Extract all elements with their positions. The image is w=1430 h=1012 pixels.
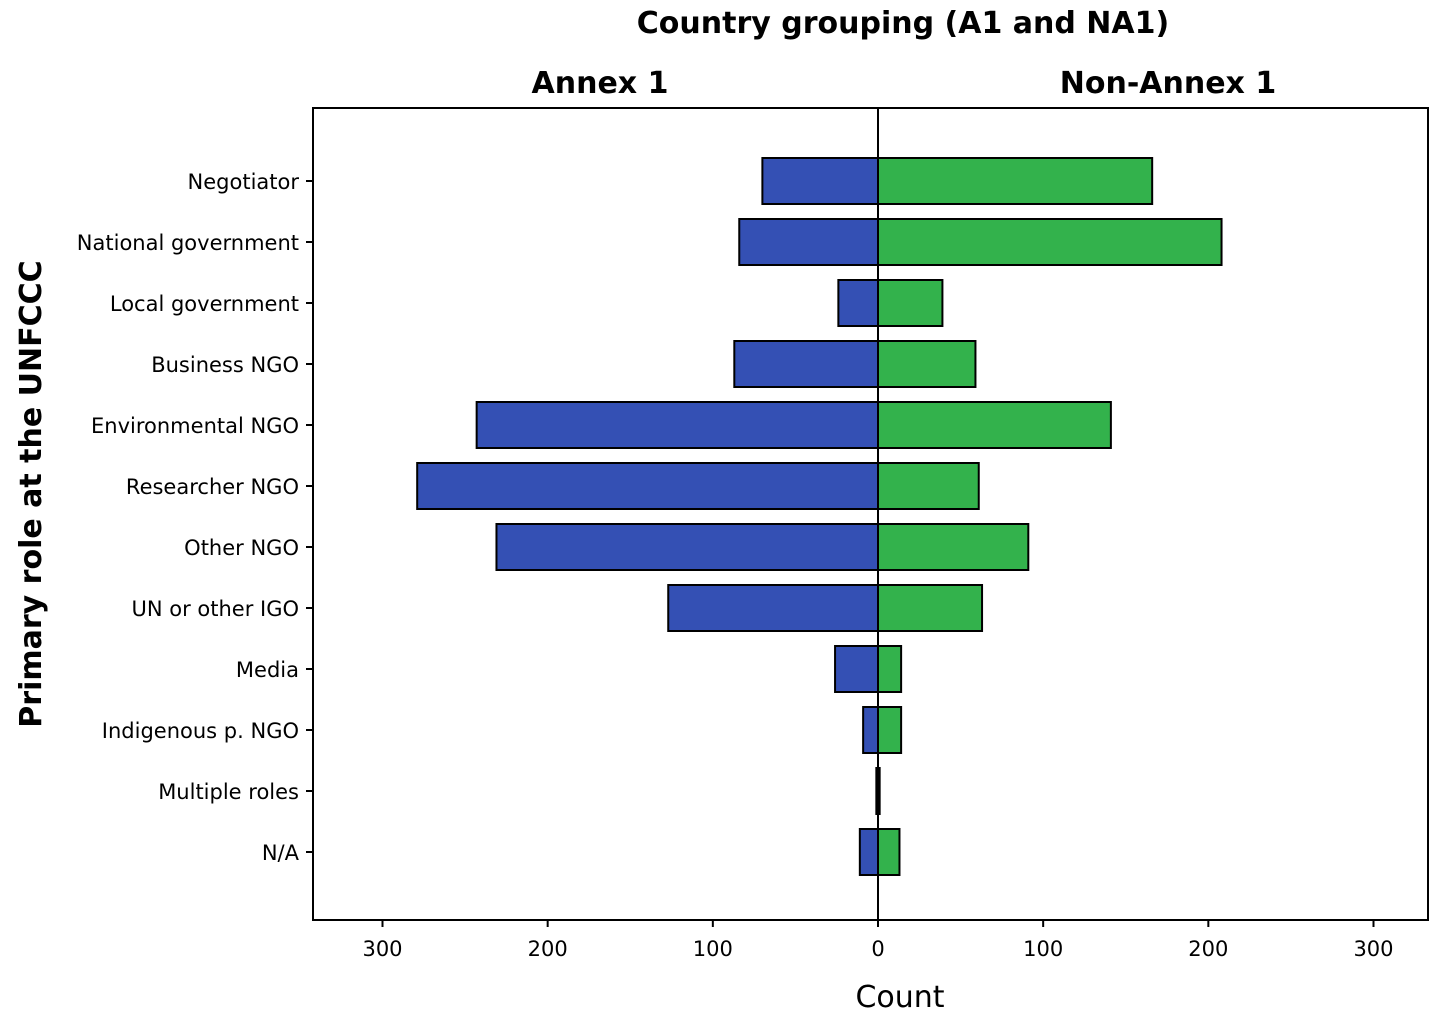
category-label-negotiator: Negotiator xyxy=(188,170,300,194)
bar-annex-1-indigenous-p-ngo xyxy=(862,706,879,754)
category-label-multiple-roles: Multiple roles xyxy=(158,780,299,804)
bar-annex-1-local-government xyxy=(837,279,879,327)
category-label-un-or-other-igo: UN or other IGO xyxy=(131,597,299,621)
y-axis-label: Primary role at the UNFCCC xyxy=(14,260,49,727)
category-label-n-a: N/A xyxy=(262,841,300,865)
bar-annex-1-other-ngo xyxy=(495,523,879,571)
bar-non-annex-1-researcher-ngo xyxy=(877,462,980,510)
group-label-non-annex-1: Non-Annex 1 xyxy=(1060,66,1276,101)
plot-frame xyxy=(312,107,1429,921)
category-label-indigenous-p-ngo: Indigenous p. NGO xyxy=(102,719,299,743)
bar-non-annex-1-other-ngo xyxy=(877,523,1030,571)
x-tick-label: 300 xyxy=(362,937,402,961)
x-tick-label: 200 xyxy=(528,937,568,961)
bar-annex-1-negotiator xyxy=(761,157,880,205)
bar-annex-1-media xyxy=(834,645,880,693)
x-tick-label: 0 xyxy=(871,937,884,961)
bar-annex-1-un-or-other-igo xyxy=(667,584,879,632)
bar-non-annex-1-n-a xyxy=(877,828,901,876)
bar-non-annex-1-national-government xyxy=(877,218,1223,266)
x-tick-label: 100 xyxy=(1023,937,1063,961)
plot-area: Negotiator National government Local gover… xyxy=(77,107,1429,961)
category-label-local-government: Local government xyxy=(110,292,299,316)
bar-non-annex-1-business-ngo xyxy=(877,340,977,388)
category-label-national-government: National government xyxy=(77,231,299,255)
bar-non-annex-1-negotiator xyxy=(877,157,1154,205)
x-axis-label: Count xyxy=(855,980,944,1012)
category-label-business-ngo: Business NGO xyxy=(151,353,299,377)
category-label-media: Media xyxy=(236,658,299,682)
bar-annex-1-environmental-ngo xyxy=(475,401,879,449)
bar-annex-1-n-a xyxy=(858,828,880,876)
bar-non-annex-1-indigenous-p-ngo xyxy=(877,706,903,754)
chart-title: Country grouping (A1 and NA1) xyxy=(637,6,1169,41)
bar-non-annex-1-un-or-other-igo xyxy=(877,584,984,632)
x-tick-label: 300 xyxy=(1353,937,1393,961)
bar-non-annex-1-environmental-ngo xyxy=(877,401,1112,449)
category-label-environmental-ngo: Environmental NGO xyxy=(91,414,299,438)
x-tick-label: 200 xyxy=(1188,937,1228,961)
category-label-researcher-ngo: Researcher NGO xyxy=(126,475,299,499)
bar-annex-1-national-government xyxy=(738,218,880,266)
bar-non-annex-1-media xyxy=(877,645,903,693)
bar-annex-1-researcher-ngo xyxy=(416,462,879,510)
x-tick-label: 100 xyxy=(693,937,733,961)
category-label-other-ngo: Other NGO xyxy=(184,536,299,560)
group-label-annex-1: Annex 1 xyxy=(532,66,669,101)
bar-non-annex-1-local-government xyxy=(877,279,944,327)
bar-annex-1-business-ngo xyxy=(733,340,880,388)
